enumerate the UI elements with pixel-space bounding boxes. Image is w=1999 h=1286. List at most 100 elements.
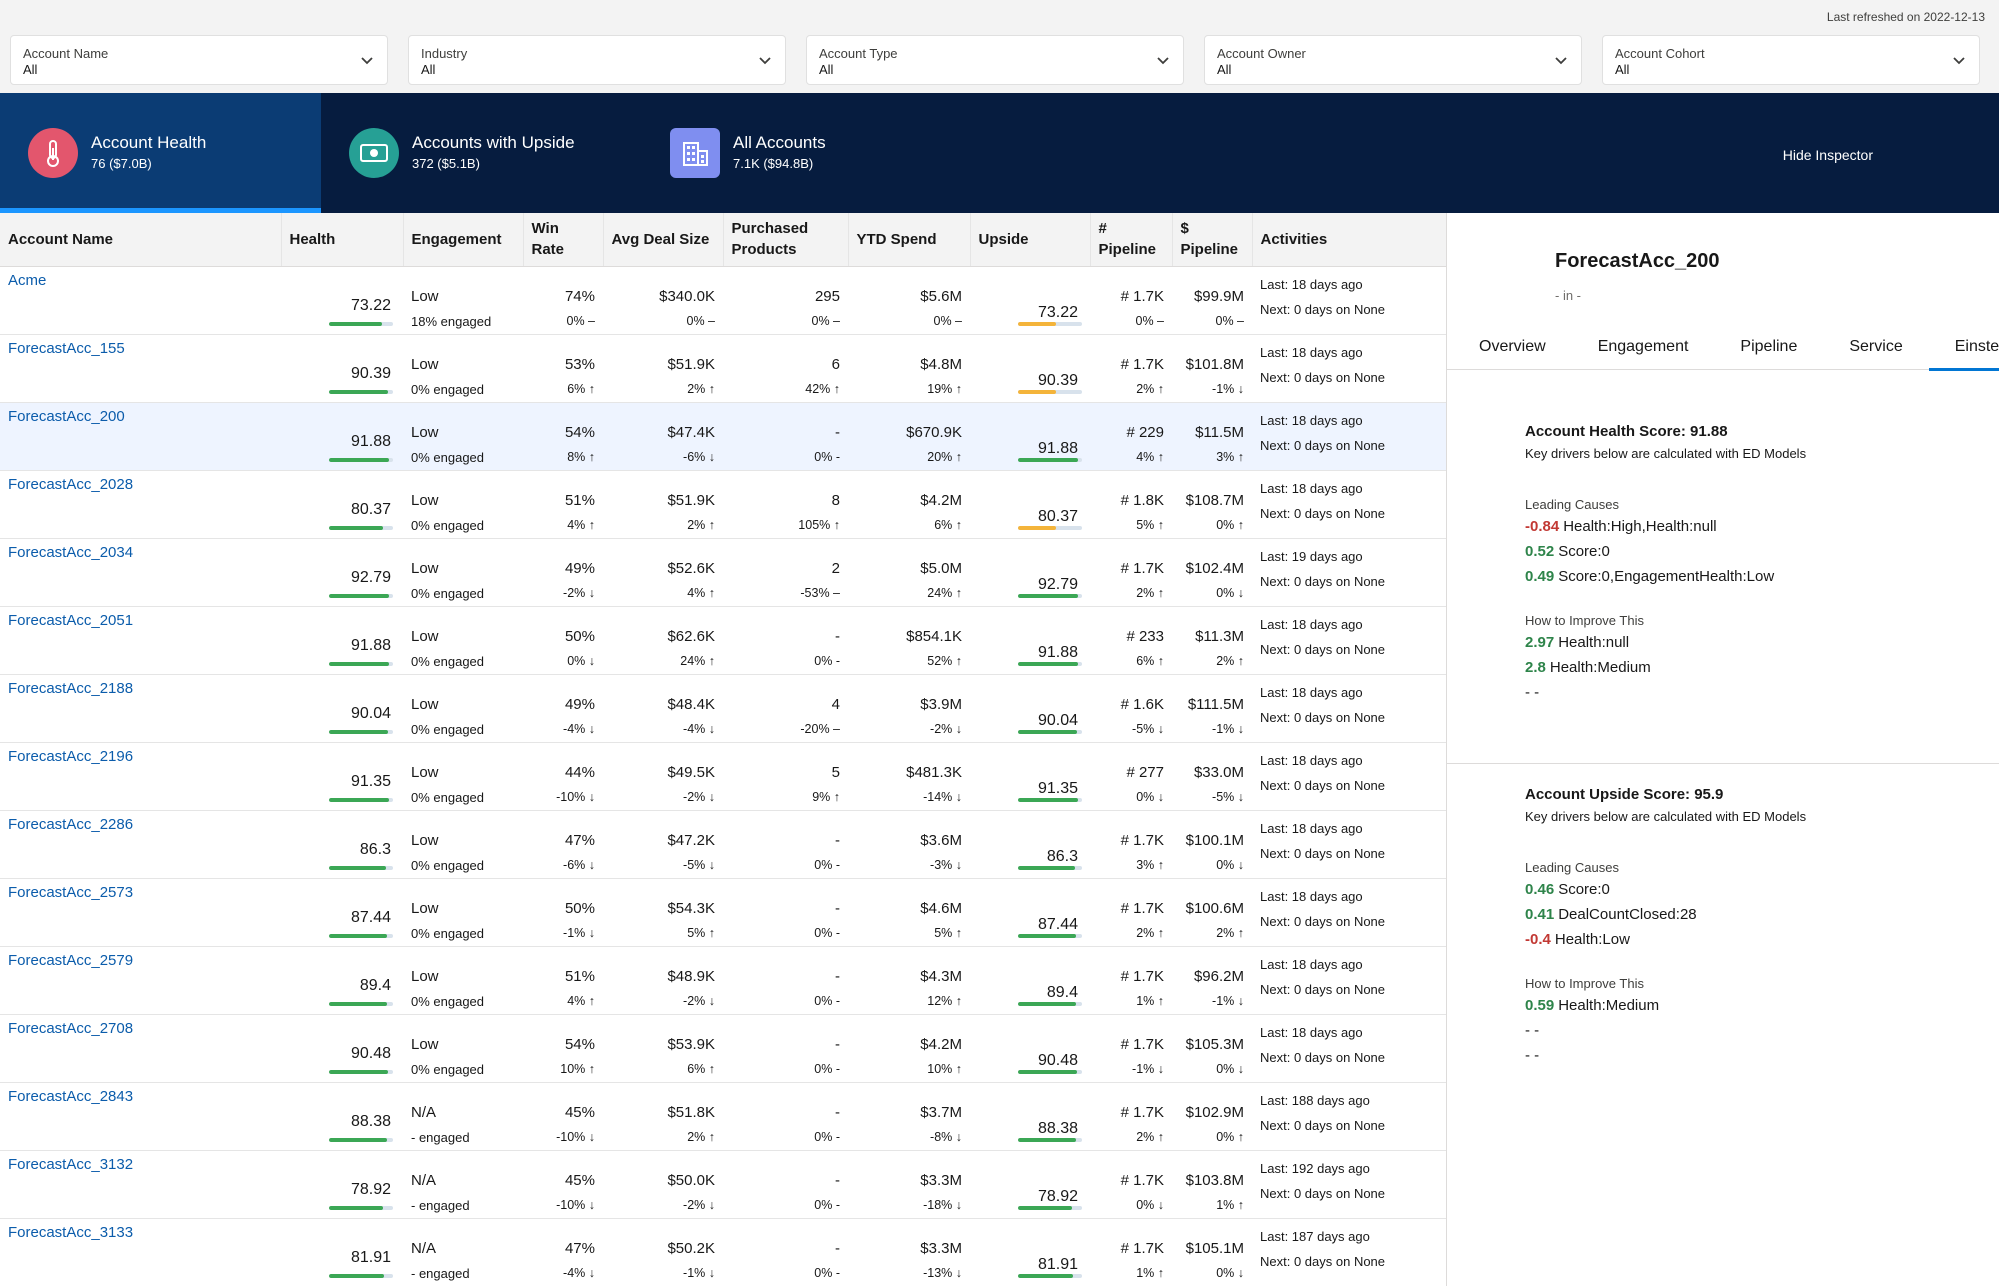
table-row[interactable]: ForecastAcc_2196 91.35 Low 0% engaged 44% -10…	[0, 742, 1446, 811]
filter-industry[interactable]: Industry All	[408, 35, 786, 85]
health-value: 92.79	[350, 568, 391, 586]
win-rate-change: 4% ↑	[567, 993, 595, 1008]
purchased-products-value: -	[835, 831, 840, 849]
ytd-spend-value: $670.9K	[906, 423, 962, 441]
column-header-win-rate[interactable]: Win Rate	[523, 213, 604, 267]
driver-item: -0.4 Health:Low	[1525, 927, 1985, 952]
num-pipeline-value: # 229	[1126, 423, 1164, 441]
empty-driver: - -	[1525, 1047, 1540, 1064]
table-row[interactable]: ForecastAcc_2051 91.88 Low 0% engaged 50% 0% …	[0, 606, 1446, 675]
column-header-account-name[interactable]: Account Name	[0, 213, 282, 267]
account-link[interactable]: ForecastAcc_2286	[8, 815, 134, 833]
filter-account-cohort[interactable]: Account Cohort All	[1602, 35, 1980, 85]
health-bar	[329, 389, 393, 394]
cell-engagement: Low 0% engaged	[403, 674, 523, 743]
cell-avg-deal-size: $47.2K -5% ↓	[603, 810, 723, 879]
upside-bar	[1018, 321, 1082, 326]
table-row[interactable]: ForecastAcc_2286 86.3 Low 0% engaged 47% -6% …	[0, 810, 1446, 879]
account-link[interactable]: ForecastAcc_2843	[8, 1087, 134, 1105]
account-link[interactable]: ForecastAcc_2051	[8, 611, 134, 629]
tab-accounts-with-upside[interactable]: Accounts with Upside 372 ($5.1B)	[321, 93, 642, 213]
cell-dollar-pipeline: $102.9M 0% ↑	[1172, 1082, 1252, 1151]
column-header-ytd-spend[interactable]: YTD Spend	[848, 213, 971, 267]
filter-account-type[interactable]: Account Type All	[806, 35, 1184, 85]
cell-purchased-products: 4 -20% –	[723, 674, 848, 743]
money-icon	[349, 128, 399, 178]
health-bar-fill	[329, 389, 388, 394]
column-header-dollar-pipeline[interactable]: $ Pipeline	[1172, 213, 1253, 267]
purchased-products-value: -	[835, 1171, 840, 1189]
account-link[interactable]: ForecastAcc_2028	[8, 475, 134, 493]
column-header-num-pipeline[interactable]: # Pipeline	[1090, 213, 1173, 267]
cell-upside: 92.79	[970, 538, 1090, 607]
purchased-products-change: 105% ↑	[798, 517, 840, 532]
cell-health: 90.39	[281, 334, 403, 403]
tab-engagement[interactable]: Engagement	[1597, 338, 1689, 355]
table-row[interactable]: ForecastAcc_2708 90.48 Low 0% engaged 54% 10%…	[0, 1014, 1446, 1083]
table-row[interactable]: ForecastAcc_2188 90.04 Low 0% engaged 49% -4%…	[0, 674, 1446, 743]
column-header-avg-deal-size[interactable]: Avg Deal Size	[603, 213, 724, 267]
column-header-activities[interactable]: Activities	[1252, 213, 1446, 267]
tab-service[interactable]: Service	[1849, 338, 1903, 355]
next-activity: Next: 0 days on None	[1260, 641, 1386, 657]
account-link[interactable]: ForecastAcc_200	[8, 407, 125, 425]
engagement-percent: 0% engaged	[411, 721, 485, 737]
cell-purchased-products: - 0% -	[723, 946, 848, 1015]
engagement-level: N/A	[411, 1103, 437, 1121]
column-header-health[interactable]: Health	[281, 213, 404, 267]
health-bar-fill	[329, 593, 390, 598]
account-link[interactable]: ForecastAcc_3132	[8, 1155, 134, 1173]
account-link[interactable]: ForecastAcc_2188	[8, 679, 134, 697]
table-row[interactable]: ForecastAcc_2843 88.38 N/A - engaged 45% -10%…	[0, 1082, 1446, 1151]
dollar-pipeline-change: -1% ↓	[1212, 993, 1244, 1008]
win-rate-change: 10% ↑	[560, 1061, 595, 1076]
health-value: 91.35	[350, 772, 391, 790]
cell-account-name: ForecastAcc_2573	[0, 878, 281, 947]
table-row[interactable]: ForecastAcc_2573 87.44 Low 0% engaged 50% -1%…	[0, 878, 1446, 947]
account-link[interactable]: ForecastAcc_2579	[8, 951, 134, 969]
purchased-products-change: 0% -	[814, 993, 840, 1008]
account-link[interactable]: ForecastAcc_155	[8, 339, 125, 357]
driver-label: Health:High,Health:null	[1563, 518, 1717, 535]
table-row[interactable]: ForecastAcc_2028 80.37 Low 0% engaged 51% 4% …	[0, 470, 1446, 539]
tab-overview[interactable]: Overview	[1479, 338, 1546, 355]
column-header-engagement[interactable]: Engagement	[403, 213, 524, 267]
account-link[interactable]: ForecastAcc_3133	[8, 1223, 134, 1241]
health-value: 73.22	[350, 296, 391, 314]
cell-ytd-spend: $4.8M 19% ↑	[848, 334, 970, 403]
tab-einstein[interactable]: Einstein	[1928, 331, 1999, 371]
last-activity: Last: 18 days ago	[1260, 276, 1363, 292]
avg-deal-size-change: -6% ↓	[683, 449, 715, 464]
num-pipeline-value: # 1.7K	[1120, 1239, 1164, 1257]
filter-account-owner[interactable]: Account Owner All	[1204, 35, 1582, 85]
tab-account-health[interactable]: Account Health 76 ($7.0B)	[0, 93, 321, 213]
account-link[interactable]: ForecastAcc_2573	[8, 883, 134, 901]
account-link[interactable]: ForecastAcc_2196	[8, 747, 134, 765]
filter-account-name[interactable]: Account Name All	[10, 35, 388, 85]
table-row[interactable]: Acme 73.22 Low 18% engaged 74% 0% – $340.0K 0% …	[0, 266, 1446, 335]
upside-bar-fill	[1018, 865, 1075, 870]
empty-driver: - -	[1525, 1022, 1540, 1039]
account-link[interactable]: ForecastAcc_2708	[8, 1019, 134, 1037]
account-link[interactable]: ForecastAcc_2034	[8, 543, 134, 561]
cell-dollar-pipeline: $105.1M 0% ↓	[1172, 1218, 1252, 1286]
cell-avg-deal-size: $50.0K -2% ↓	[603, 1150, 723, 1219]
num-pipeline-change: 5% ↑	[1136, 517, 1164, 532]
tab-all-accounts[interactable]: All Accounts 7.1K ($94.8B)	[642, 93, 963, 213]
hide-inspector-button[interactable]: Hide Inspector	[1782, 147, 1873, 163]
last-activity: Last: 19 days ago	[1260, 548, 1363, 564]
upside-bar	[1018, 797, 1082, 802]
num-pipeline-change: 2% ↑	[1136, 585, 1164, 600]
health-bar-fill	[329, 661, 389, 666]
table-row[interactable]: ForecastAcc_200 91.88 Low 0% engaged 54% 8% ↑…	[0, 402, 1446, 471]
account-link[interactable]: Acme	[8, 271, 47, 289]
table-row[interactable]: ForecastAcc_3132 78.92 N/A - engaged 45% -10%…	[0, 1150, 1446, 1219]
table-row[interactable]: ForecastAcc_155 90.39 Low 0% engaged 53% 6% ↑…	[0, 334, 1446, 403]
column-header-purchased-products[interactable]: Purchased Products	[723, 213, 849, 267]
tab-pipeline[interactable]: Pipeline	[1740, 338, 1798, 355]
table-row[interactable]: ForecastAcc_2579 89.4 Low 0% engaged 51% 4% ↑…	[0, 946, 1446, 1015]
column-header-upside[interactable]: Upside	[970, 213, 1091, 267]
table-row[interactable]: ForecastAcc_2034 92.79 Low 0% engaged 49% -2%…	[0, 538, 1446, 607]
dollar-pipeline-change: 0% ↓	[1216, 857, 1244, 872]
table-row[interactable]: ForecastAcc_3133 81.91 N/A - engaged 47% -4% …	[0, 1218, 1446, 1286]
